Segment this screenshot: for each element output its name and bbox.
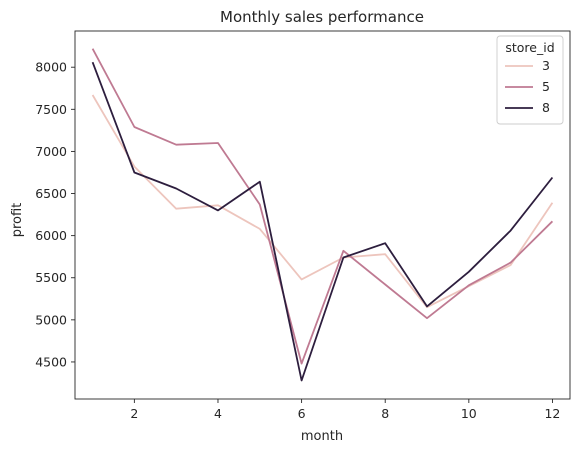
x-tick-label: 6 xyxy=(298,406,306,421)
legend-label-5: 5 xyxy=(542,79,550,94)
x-tick-label: 10 xyxy=(461,406,477,421)
series-line-3 xyxy=(91,94,554,309)
plot-area: 2 4 6 8 10 12 4500 5000 5500 6000 6500 7000 7500 8000 xyxy=(35,30,571,421)
y-tick-label: 4500 xyxy=(35,354,67,369)
legend: store_id 3 5 8 xyxy=(496,35,564,125)
legend-title: store_id xyxy=(505,40,554,55)
x-tick-label: 2 xyxy=(130,406,138,421)
y-tick-label: 6500 xyxy=(35,186,67,201)
plot-frame xyxy=(74,30,571,400)
y-tick-label: 8000 xyxy=(35,60,67,75)
y-tick-label: 6000 xyxy=(35,228,67,243)
y-tick-label: 5000 xyxy=(35,312,67,327)
series-line-8 xyxy=(91,61,554,382)
y-axis-label: profit xyxy=(10,203,25,238)
y-tick-label: 7500 xyxy=(35,102,67,117)
legend-label-3: 3 xyxy=(542,58,550,73)
x-tick-label: 8 xyxy=(381,406,389,421)
legend-label-8: 8 xyxy=(542,100,550,115)
y-tick-label: 5500 xyxy=(35,270,67,285)
series-line-5 xyxy=(91,48,554,365)
x-tick-label: 12 xyxy=(544,406,560,421)
chart-title: Monthly sales performance xyxy=(220,8,424,26)
x-axis-label: month xyxy=(301,429,343,444)
y-tick-label: 7000 xyxy=(35,144,67,159)
x-tick-label: 4 xyxy=(214,406,222,421)
legend-box xyxy=(496,35,564,125)
